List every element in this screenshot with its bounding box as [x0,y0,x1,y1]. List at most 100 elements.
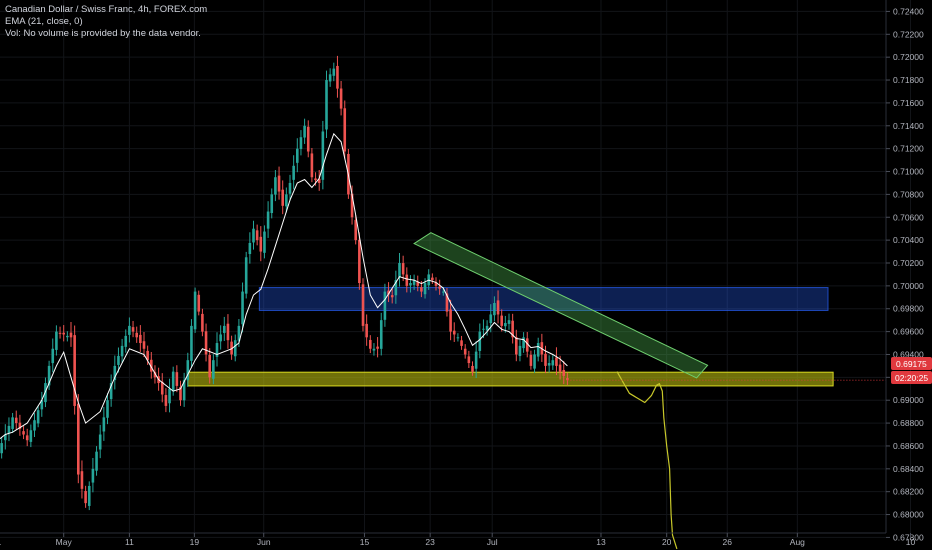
volume-legend: Vol: No volume is provided by the data v… [5,28,201,39]
price-tick-label: 0.69400 [893,349,924,359]
candle-body [106,400,109,418]
candle-body [51,348,55,364]
candle-body [55,331,58,350]
candle-body [379,320,383,349]
price-tick-label: 0.68400 [893,464,924,474]
time-tick-label: 19 [190,537,200,547]
candle-body [36,410,40,424]
candle-body [58,332,62,334]
candle-body [558,364,562,372]
annotation-zones[interactable] [187,287,834,387]
candlestick-series [0,55,569,511]
candle-body [62,332,65,335]
price-tick-label: 0.70600 [893,212,924,222]
projection-path[interactable] [616,371,678,550]
candle-body [0,443,3,454]
candle-body [566,378,569,381]
candle-body [562,369,566,376]
candle-body [73,335,76,406]
support-zone[interactable] [187,371,834,387]
candle-body [223,325,226,333]
candle-body [186,360,190,381]
candle-body [18,422,22,429]
price-tick-label: 0.69800 [893,304,924,314]
candle-body [358,239,361,284]
candle-body [467,356,471,364]
time-tick-label: Jul [487,537,498,547]
candle-body [317,178,321,183]
candle-body [394,280,398,296]
candle-body [146,350,149,361]
candle-body [197,294,201,312]
price-tick-label: 0.70400 [893,235,924,245]
time-axis[interactable]: 21 May 11 19 Jun 15 23 Jul 13 20 26 Aug 10 [0,532,916,547]
countdown-badge [891,371,932,384]
resistance-zone[interactable] [258,287,829,311]
symbol-title[interactable]: Canadian Dollar / Swiss Franc, 4h, FOREX… [5,4,208,15]
candle-body [529,354,533,366]
candle-body [547,363,551,366]
candle-body [420,287,423,292]
ema-21-line [0,132,568,440]
candle-body [117,355,120,365]
candle-body [77,403,80,475]
candle-body [325,80,328,130]
candle-body [350,193,354,218]
candle-body [354,219,357,241]
candle-body [474,351,478,369]
candle-body [449,309,452,332]
candle-body [66,335,69,338]
candle-body [22,431,25,435]
candle-body [489,314,493,324]
candle-body [69,332,73,338]
candle-body [215,343,219,357]
ema-legend[interactable]: EMA (21, close, 0) [5,16,83,27]
candle-body [314,178,317,181]
candle-body [390,295,394,298]
time-tick-label: 21 [0,537,2,547]
annotation-overlay[interactable] [413,232,886,550]
candle-body [171,371,175,392]
candle-body [438,286,441,289]
candle-body [212,360,215,379]
candle-body [98,434,102,450]
candle-body [4,434,7,441]
price-axis[interactable]: 0.72400 0.72200 0.72000 0.71800 0.71600 0.714… [885,0,924,542]
candle-body [270,194,274,214]
candle-body [244,257,248,294]
time-tick-label: 11 [125,537,134,547]
time-tick-label: 10 [906,537,916,547]
candle-body [423,283,427,295]
candle-body [496,300,500,315]
price-tick-label: 0.68000 [893,510,924,520]
descending-channel[interactable] [413,232,709,379]
candle-body [230,341,233,355]
candle-body [336,65,339,89]
candle-body [190,325,193,361]
candle-body [306,126,310,152]
candle-body [131,327,135,332]
candle-body [274,177,277,195]
price-tick-label: 0.72000 [893,52,924,62]
time-tick-label: 13 [596,537,606,547]
time-tick-label: 15 [360,537,370,547]
candle-body [401,263,405,275]
candle-body [11,417,14,429]
candle-body [208,355,211,378]
candle-body [522,337,525,349]
candle-body [463,348,467,355]
candle-body [431,277,434,281]
candle-body [168,388,171,404]
candle-body [40,400,44,410]
chart-legend: Canadian Dollar / Swiss Franc, 4h, FOREX… [5,4,207,40]
price-tick-label: 0.72200 [893,29,924,39]
candle-body [544,353,547,366]
price-tick-label: 0.69600 [893,327,924,337]
price-tick-label: 0.71800 [893,75,924,85]
candle-body [434,282,438,286]
price-tick-label: 0.70200 [893,258,924,268]
candle-body [277,175,281,192]
time-tick-label: 26 [723,537,733,547]
candle-body [259,236,263,252]
